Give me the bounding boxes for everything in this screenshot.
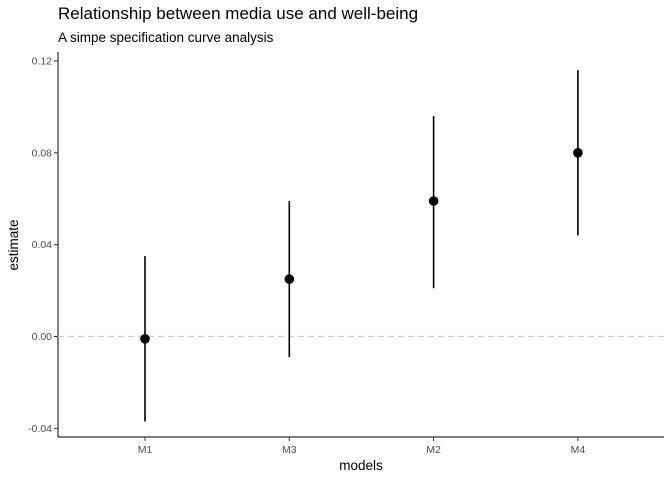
chart-subtitle: A simpe specification curve analysis <box>58 30 274 45</box>
y-tick-label: 0.04 <box>32 239 53 251</box>
x-axis-title: models <box>339 458 383 473</box>
x-tick-label: M2 <box>426 444 441 456</box>
y-tick-label: 0.08 <box>32 147 53 159</box>
y-axis-title: estimate <box>6 219 21 270</box>
x-tick-label: M1 <box>138 444 153 456</box>
y-axis-ticks: -0.04 0.00 0.04 0.08 0.12 <box>28 55 58 435</box>
estimate-point <box>140 333 150 344</box>
point-range-marks <box>140 70 583 422</box>
estimate-point <box>428 196 439 206</box>
y-tick-label: 0.00 <box>32 331 53 343</box>
x-tick-label: M4 <box>571 444 586 456</box>
y-tick-label: 0.12 <box>32 55 53 67</box>
estimate-point <box>573 148 583 158</box>
estimate-point <box>284 274 295 284</box>
chart-title: Relationship between media use and well-… <box>58 4 419 23</box>
x-axis-ticks: M1 M3 M2 M4 <box>138 437 586 456</box>
y-tick-label: -0.04 <box>28 423 52 435</box>
x-tick-label: M3 <box>282 444 297 456</box>
